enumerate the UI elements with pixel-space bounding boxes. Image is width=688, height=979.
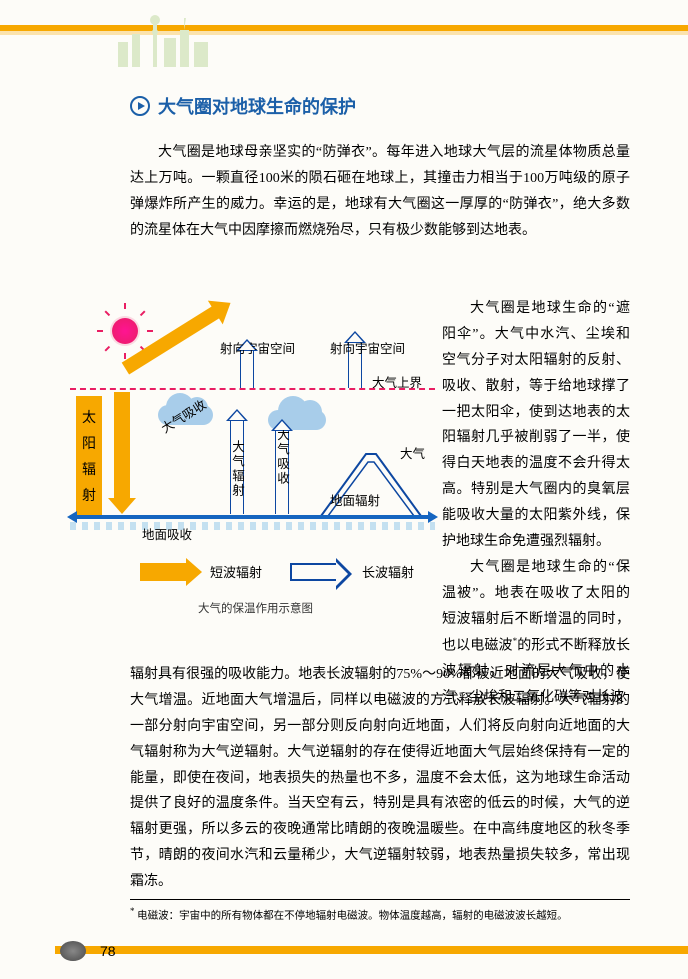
ground-surface-line <box>70 515 435 519</box>
paragraph-2: 大气圈是地球生命的“遮阳伞”。大气中水汽、尘埃和空气分子对太阳辐射的反射、吸收、… <box>442 296 630 555</box>
reflect-to-space-arrow <box>108 272 255 400</box>
ground-wavy <box>70 522 435 530</box>
legend-longwave: 长波辐射 <box>290 562 414 581</box>
heading-text: 大气圈对地球生命的保护 <box>158 93 356 119</box>
legend-longwave-label: 长波辐射 <box>362 562 414 581</box>
right-column: 大气圈是地球生命的“遮阳伞”。大气中水汽、尘埃和空气分子对太阳辐射的反射、吸收、… <box>442 296 630 711</box>
footer-orange-bar <box>55 946 688 954</box>
label-ground-absorb: 地面吸收 <box>142 524 192 543</box>
footnote: * 电磁波：宇宙中的所有物体都在不停地辐射电磁波。物体温度越高，辐射的电磁波波长… <box>130 905 630 924</box>
label-atmos-top: 大气上界 <box>372 372 422 391</box>
label-ground-radiation: 地面辐射 <box>330 490 380 509</box>
diagram-caption: 大气的保温作用示意图 <box>198 600 313 616</box>
skyline-silhouette <box>100 12 220 67</box>
label-air-radiation: 大气辐射 <box>228 440 247 498</box>
label-to-space-2: 射向宇宙空间 <box>330 338 405 357</box>
page-number: 78 <box>100 943 116 959</box>
legend-shortwave-label: 短波辐射 <box>210 562 262 581</box>
label-to-space-1: 射向宇宙空间 <box>220 338 295 357</box>
solar-down-arrow <box>108 392 136 514</box>
paragraph-3-continued: 辐射具有很强的吸收能力。地表长波辐射的75%～90%都被近地面的大气吸收，使大气… <box>130 662 630 895</box>
legend-shortwave: 短波辐射 <box>140 562 262 581</box>
play-icon <box>130 96 150 116</box>
section-heading: 大气圈对地球生命的保护 <box>130 93 356 119</box>
globe-icon <box>60 941 86 961</box>
greenhouse-diagram: 太阳辐射 射向宇宙空间 射向宇宙空间 大气上界 大气 大气吸收 大气辐射 大气吸… <box>70 310 430 640</box>
paragraph-1: 大气圈是地球母亲坚实的“防弹衣”。每年进入地球大气层的流星体物质总量达上万吨。一… <box>130 140 630 244</box>
footnote-rule <box>130 899 630 900</box>
label-atmos: 大气 <box>400 443 425 462</box>
label-air-absorb: 大气吸收 <box>273 428 292 486</box>
solar-radiation-side-label: 太阳辐射 <box>76 396 102 516</box>
